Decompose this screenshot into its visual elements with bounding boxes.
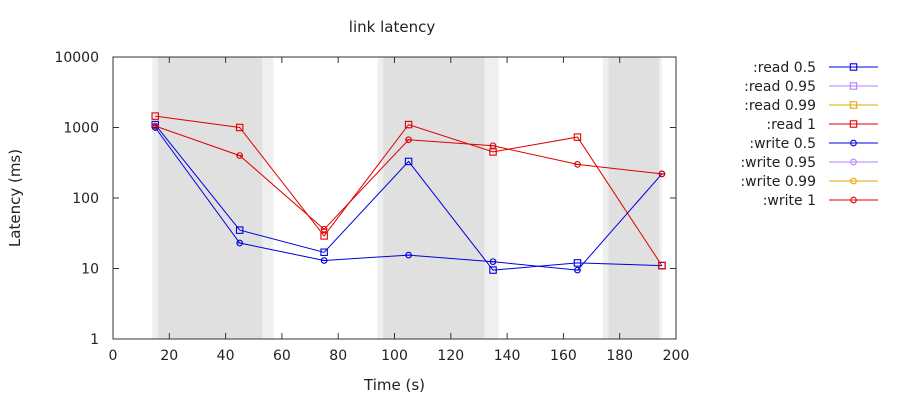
data-point bbox=[489, 266, 497, 274]
series-line-read-1 bbox=[155, 115, 663, 266]
shaded-regions bbox=[152, 57, 662, 339]
x-tick-label: 100 bbox=[381, 348, 408, 364]
x-tick-label: 180 bbox=[606, 348, 633, 364]
x-tick-label: 40 bbox=[217, 348, 235, 364]
legend-label: :read 0.5 bbox=[753, 60, 816, 76]
data-point bbox=[573, 133, 582, 141]
data-point bbox=[404, 120, 413, 129]
legend-label: :read 0.95 bbox=[744, 79, 816, 95]
series-lines bbox=[151, 112, 666, 274]
legend-item: :read 0.95 bbox=[744, 79, 878, 95]
series-read-1 bbox=[151, 112, 666, 270]
legend-label: :read 1 bbox=[766, 117, 816, 133]
data-point bbox=[320, 232, 328, 240]
data-point bbox=[320, 248, 328, 257]
data-point bbox=[404, 157, 413, 166]
legend-label: :write 0.5 bbox=[749, 136, 816, 152]
x-axis-label: Time (s) bbox=[363, 376, 425, 394]
legend-label: :read 0.99 bbox=[744, 98, 816, 114]
x-tick-label: 160 bbox=[550, 348, 577, 364]
chart-title: link latency bbox=[349, 18, 436, 36]
legend-item: :write 1 bbox=[763, 193, 878, 209]
x-tick-label: 80 bbox=[329, 348, 347, 364]
data-point bbox=[573, 259, 582, 267]
x-tick-label: 200 bbox=[663, 348, 690, 364]
data-point bbox=[235, 123, 244, 132]
legend-label: :write 0.95 bbox=[740, 155, 816, 171]
y-tick-label: 1 bbox=[90, 332, 99, 348]
shaded-region-inner bbox=[383, 57, 485, 339]
y-tick-label: 100 bbox=[72, 191, 99, 207]
shaded-region-inner bbox=[608, 57, 660, 339]
legend-label: :write 0.99 bbox=[740, 174, 816, 190]
x-tick-label: 120 bbox=[437, 348, 464, 364]
data-point bbox=[658, 261, 666, 270]
series-write-1 bbox=[151, 122, 666, 233]
legend-item: :write 0.99 bbox=[740, 174, 878, 190]
legend-item: :write 0.5 bbox=[749, 136, 878, 152]
legend-label: :write 1 bbox=[763, 193, 816, 209]
x-tick-label: 140 bbox=[494, 348, 521, 364]
x-tick-label: 20 bbox=[160, 348, 178, 364]
axis-ticks: 0 20 40 60 80 100 120 140 160 180 200 1 10 100 1000 100… bbox=[54, 50, 689, 364]
x-tick-label: 0 bbox=[109, 348, 118, 364]
legend-marker bbox=[849, 82, 858, 90]
legend-item: :read 0.99 bbox=[744, 98, 878, 114]
legend-marker bbox=[849, 63, 858, 71]
legend-item: :read 1 bbox=[766, 117, 878, 133]
x-tick-label: 60 bbox=[273, 348, 291, 364]
shaded-region-inner bbox=[158, 57, 263, 339]
legend: :read 0.5 :read 0.95 :read 0.99 :read 1 :wri… bbox=[740, 60, 878, 209]
legend-marker bbox=[849, 120, 858, 128]
y-tick-label: 10 bbox=[81, 262, 99, 278]
y-tick-label: 10000 bbox=[54, 50, 99, 66]
data-point bbox=[235, 226, 244, 234]
data-point bbox=[151, 112, 159, 120]
legend-item: :read 0.5 bbox=[753, 60, 878, 76]
y-axis-label: Latency (ms) bbox=[6, 149, 24, 247]
y-tick-label: 1000 bbox=[63, 121, 99, 137]
series-line-read-0-5 bbox=[154, 124, 662, 271]
legend-item: :write 0.95 bbox=[740, 155, 878, 171]
legend-marker bbox=[849, 101, 858, 109]
